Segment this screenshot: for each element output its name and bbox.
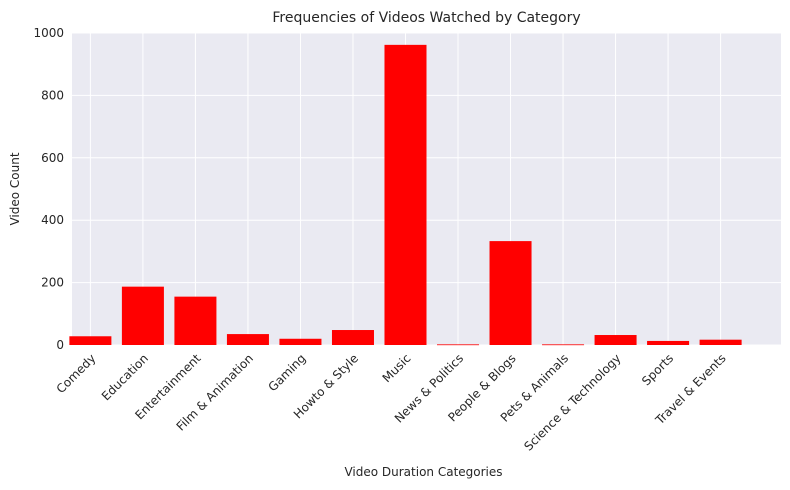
bar (647, 340, 690, 345)
x-tick-label: Sports (639, 351, 676, 388)
bar (174, 296, 217, 345)
bar (226, 334, 269, 345)
x-tick-label: Comedy (54, 351, 99, 396)
bar (279, 338, 322, 345)
y-tick-label: 400 (41, 213, 64, 227)
x-tick-label: Music (380, 351, 414, 385)
y-tick-labels: 0 200 400 600 800 1000 (33, 26, 64, 352)
y-tick-label: 800 (41, 88, 64, 102)
bar (69, 336, 112, 345)
bars (69, 44, 742, 346)
bar (489, 241, 532, 345)
bar (331, 330, 374, 345)
bar (542, 344, 585, 346)
bar (699, 339, 742, 345)
y-axis-title: Video Count (8, 152, 22, 225)
x-axis-title: Video Duration Categories (344, 465, 502, 479)
x-tick-label: Science & Technology (521, 351, 623, 453)
bar (594, 335, 637, 345)
bar (384, 44, 427, 346)
y-tick-label: 200 (41, 276, 64, 290)
bar (437, 344, 480, 346)
x-tick-label: Gaming (266, 351, 309, 394)
x-tick-label: Education (99, 351, 151, 403)
y-tick-label: 1000 (33, 26, 64, 40)
bar (121, 286, 164, 345)
y-tick-label: 0 (56, 338, 64, 352)
chart-title: Frequencies of Videos Watched by Categor… (272, 10, 580, 26)
y-tick-label: 600 (41, 151, 64, 165)
